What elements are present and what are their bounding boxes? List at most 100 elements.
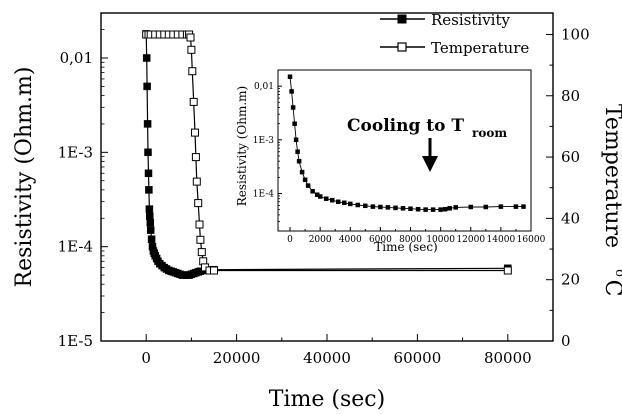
- inset-resistivity-point: [299, 169, 305, 175]
- inset-resistivity-point: [363, 203, 368, 209]
- main-y-tick-label: 0,01: [60, 49, 93, 67]
- main-resistivity-point: [146, 212, 154, 221]
- inset-resistivity-point: [355, 202, 361, 208]
- inset-resistivity-point: [521, 204, 526, 209]
- inset-y-tick-label: 1E-4: [253, 189, 275, 199]
- main-x-tick-label: 60000: [394, 349, 442, 367]
- main-y2-tick-label: 0: [561, 332, 571, 350]
- inset-resistivity-point: [430, 207, 436, 212]
- inset-resistivity-point: [293, 137, 299, 143]
- inset-resistivity-point: [296, 158, 302, 164]
- main-resistivity-point: [143, 120, 152, 128]
- main-y2-tick-label: 20: [561, 271, 580, 289]
- inset-x-tick-label: 4000: [339, 235, 362, 245]
- inset-x-tick-label: 8000: [399, 235, 422, 245]
- inset-resistivity-point: [442, 206, 448, 212]
- inset-resistivity-point: [305, 183, 311, 188]
- inset-resistivity-point: [295, 149, 300, 154]
- y-axis-title: Resistivity (Ohm.m): [12, 67, 37, 288]
- inset-y-tick-label: 0,01: [254, 82, 274, 92]
- main-resistivity-point: [146, 226, 155, 234]
- inset-resistivity-point: [289, 89, 294, 94]
- inset-axes-layer: 0 2000 4000 6000 8000 10000 12000 14000 16000 1E-…: [253, 82, 546, 245]
- main-x-tick-label: 20000: [213, 349, 261, 367]
- main-x-tick-label: 0: [141, 349, 151, 367]
- main-temperature-point: [197, 248, 206, 257]
- inset-resistivity-point: [438, 207, 443, 212]
- inset-resistivity-point: [329, 197, 335, 203]
- main-temperature-point: [196, 235, 205, 244]
- main-series-layer: [142, 30, 512, 279]
- main-temperature-point: [186, 33, 195, 42]
- inset-resistivity-point: [370, 204, 376, 209]
- main-resistivity-point: [146, 218, 155, 227]
- main-temperature-point: [503, 266, 512, 275]
- inset-resistivity-point: [483, 204, 489, 210]
- inset-resistivity-point: [342, 200, 347, 206]
- main-resistivity-point: [144, 169, 153, 178]
- legend: Resistivity Temperature: [380, 11, 529, 57]
- inset-series-layer: [287, 74, 526, 212]
- inset-resistivity-point: [287, 74, 293, 79]
- main-temperature-point: [191, 153, 200, 162]
- inset-x-tick-label: 10000: [426, 235, 455, 245]
- inset-resistivity-point: [468, 204, 474, 210]
- main-x-tick-label: 80000: [484, 349, 532, 367]
- annotation-text: Cooling to T: [347, 116, 464, 136]
- inset-resistivity-point: [290, 105, 296, 110]
- inset-resistivity-point: [393, 205, 398, 211]
- main-temperature-point: [187, 45, 196, 54]
- annotation-arrowhead: [422, 156, 438, 172]
- inset-resistivity-point: [302, 177, 308, 183]
- inset-plot-frame: [277, 69, 532, 232]
- inset-resistivity-point: [453, 205, 458, 210]
- inset-x-tick-label: 12000: [456, 235, 485, 245]
- y2-axis-title: Temperature: [600, 104, 622, 248]
- inset-y-tick-label: 1E-3: [253, 136, 275, 146]
- inset-resistivity-point: [513, 204, 519, 209]
- inset-resistivity-point: [400, 206, 406, 211]
- main-resistivity-point: [145, 186, 153, 194]
- main-resistivity-point: [145, 205, 154, 213]
- inset-x-tick-label: 0: [287, 235, 293, 245]
- inset-resistivity-point: [310, 189, 315, 194]
- legend-label-resistivity: Resistivity: [431, 11, 510, 29]
- inset-x-tick-label: 14000: [487, 235, 516, 245]
- main-y2-tick-label: 80: [561, 87, 580, 105]
- main-resistivity-point: [143, 82, 151, 91]
- inset-resistivity-point: [378, 204, 383, 210]
- inset-resistivity-point: [415, 206, 421, 212]
- inset-resistivity-point: [292, 121, 297, 126]
- main-temperature-point: [194, 199, 203, 208]
- legend-marker-temperature: [397, 42, 407, 52]
- y2-axis-unit-degree: o: [612, 269, 622, 277]
- main-y-tick-label: 1E-4: [58, 238, 93, 256]
- y2-axis-unit: C: [600, 280, 622, 297]
- cooling-annotation: Cooling to T room: [347, 116, 507, 172]
- legend-label-temperature: Temperature: [431, 39, 529, 57]
- inset-resistivity-point: [323, 196, 329, 201]
- inset-resistivity-point: [385, 205, 391, 210]
- inset-x-tick-label: 2000: [309, 235, 332, 245]
- main-y2-tick-label: 40: [561, 209, 580, 227]
- main-temperature-point: [191, 128, 199, 137]
- inset-y-axis-title: Resistivity (Ohm.m): [235, 86, 249, 207]
- main-resistivity-point: [147, 235, 156, 243]
- inset-resistivity-point: [447, 206, 452, 211]
- main-y2-tick-label: 100: [561, 25, 590, 43]
- y2-axis-title-group: Temperature o C: [600, 104, 622, 296]
- inset-resistivity-point: [335, 199, 341, 205]
- main-resistivity-point: [142, 54, 151, 62]
- main-y-tick-label: 1E-3: [58, 143, 93, 161]
- inset-x-tick-label: 6000: [369, 235, 392, 245]
- inset-resistivity-point: [498, 204, 504, 209]
- main-temperature-point: [195, 220, 204, 229]
- x-axis-title: Time (sec): [269, 387, 385, 412]
- main-x-tick-label: 40000: [303, 349, 351, 367]
- main-resistivity-point: [144, 148, 152, 157]
- inset-resistivity-point: [423, 207, 428, 212]
- main-y2-tick-label: 60: [561, 148, 580, 166]
- inset-x-tick-label: 16000: [517, 235, 546, 245]
- inset-resistivity-point: [317, 194, 323, 199]
